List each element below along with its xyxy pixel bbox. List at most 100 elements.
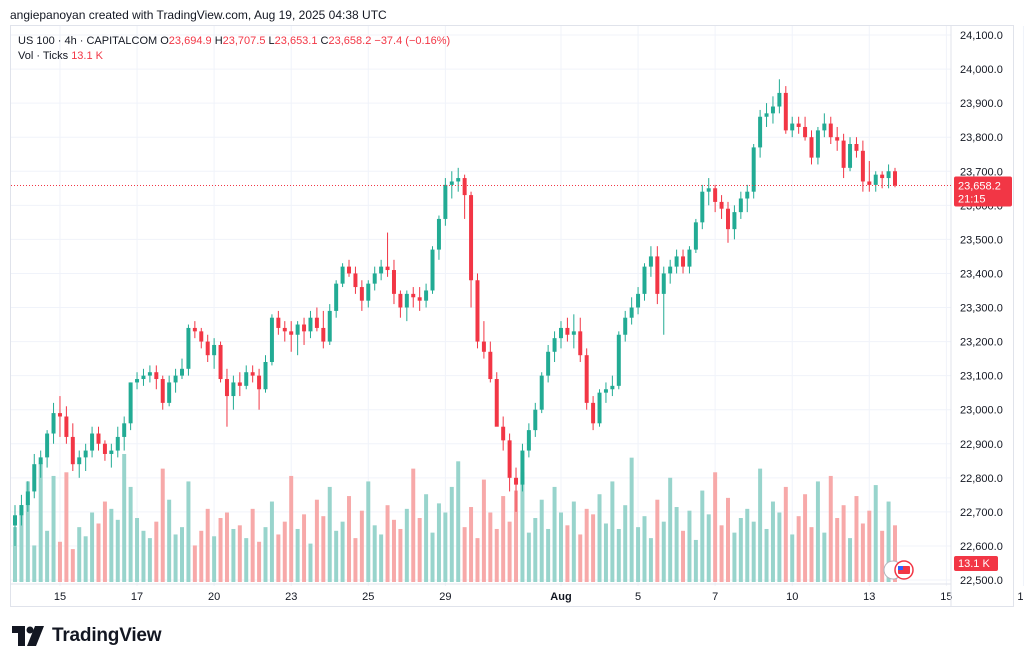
volume-bar [719, 525, 724, 582]
volume-bar [64, 472, 69, 582]
countdown-label: 21:15 [958, 193, 986, 205]
volume-bar [886, 501, 891, 582]
volume-bar [848, 538, 853, 582]
candle-body [347, 266, 352, 274]
candle-body [571, 331, 576, 335]
y-tick-label: 22,600.0 [960, 541, 1003, 553]
candle-body [507, 440, 512, 478]
x-tick-label: 25 [362, 591, 374, 603]
volume-bar [154, 521, 159, 582]
volume-bar [237, 525, 242, 582]
volume-bar [539, 499, 544, 582]
candle-body [623, 317, 628, 335]
candle-body [366, 283, 371, 301]
candle-body [693, 222, 698, 250]
candle-body [391, 270, 396, 294]
y-tick-label: 23,900.0 [960, 98, 1003, 110]
candle-body [790, 123, 795, 131]
candle-body [738, 198, 743, 213]
candle-body [751, 147, 756, 192]
candle-body [681, 256, 686, 267]
volume-bar [205, 508, 210, 582]
candle-body [655, 256, 660, 294]
volume-bar [45, 530, 50, 582]
volume-bar [578, 534, 583, 582]
volume-bar [404, 508, 409, 582]
volume-bar [571, 501, 576, 582]
volume-bar [224, 512, 229, 582]
volume-bar [854, 496, 859, 582]
volume-bar [815, 481, 820, 582]
volume-bar [212, 536, 217, 582]
volume-bar [828, 475, 833, 582]
volume-bar [655, 499, 660, 582]
symbol-label[interactable]: US 100 · 4h · CAPITALCOM [18, 35, 158, 47]
candle-body [340, 266, 345, 284]
x-tick-label: 20 [208, 591, 220, 603]
volume-bar [597, 494, 602, 582]
candle-body [674, 256, 679, 267]
candle-body [745, 191, 750, 199]
volume-bar [558, 512, 563, 582]
candle-body [661, 273, 666, 294]
candle-body [867, 181, 872, 185]
volume-bar [584, 508, 589, 582]
candle-body [372, 273, 377, 284]
candle-body [237, 382, 242, 386]
candle-body [591, 402, 596, 424]
candle-body [770, 106, 775, 114]
candle-body [83, 450, 88, 458]
y-tick-label: 23,100.0 [960, 371, 1003, 383]
x-tick-label: 29 [439, 591, 451, 603]
volume-bar [873, 485, 878, 582]
volume-label[interactable]: Vol · Ticks [18, 50, 69, 62]
tradingview-logo[interactable]: TradingView [12, 625, 162, 647]
candle-body [19, 505, 24, 516]
candle-body [38, 457, 43, 465]
candle-body [642, 266, 647, 294]
candle-body [186, 327, 191, 369]
high-label: H [214, 35, 223, 47]
volume-bar [327, 486, 332, 582]
candle-body [597, 392, 602, 424]
candle-body [456, 178, 461, 182]
candle-body [359, 287, 364, 301]
volume-bar [867, 510, 872, 582]
candle-body [327, 310, 332, 342]
volume-bar [726, 497, 730, 582]
candle-body [212, 344, 217, 356]
volume-bar [417, 518, 422, 582]
chart-caption: angiepanoyan created with TradingView.co… [10, 8, 387, 22]
candle-body [379, 266, 384, 274]
volume-bar [302, 514, 307, 582]
candle-body [706, 188, 711, 192]
x-tick-label: 5 [635, 591, 641, 603]
close-label: C [320, 35, 329, 47]
candle-body [796, 123, 801, 127]
volume-bar [314, 499, 319, 582]
volume-bar [167, 499, 172, 582]
volume-bar [610, 481, 615, 582]
volume-bar [128, 486, 133, 582]
volume-bar [880, 530, 885, 582]
volume-bar [269, 501, 274, 582]
y-tick-label: 24,100.0 [960, 30, 1003, 42]
volume-bar [32, 545, 37, 582]
candle-body [109, 450, 114, 454]
candle-body [404, 293, 409, 308]
volume-bar [141, 530, 146, 582]
volume-bar [803, 494, 808, 582]
y-tick-label: 22,500.0 [960, 575, 1003, 587]
volume-bar [359, 510, 364, 582]
candle-body [385, 266, 390, 271]
volume-bar [565, 525, 570, 582]
candle-body [263, 362, 268, 390]
candle-body [218, 344, 223, 380]
candle-body [257, 375, 262, 390]
candle-body [308, 317, 313, 332]
volume-bar [456, 461, 461, 582]
y-tick-label: 23,500.0 [960, 234, 1003, 246]
candle-body [584, 355, 589, 403]
volume-bar [687, 510, 692, 582]
